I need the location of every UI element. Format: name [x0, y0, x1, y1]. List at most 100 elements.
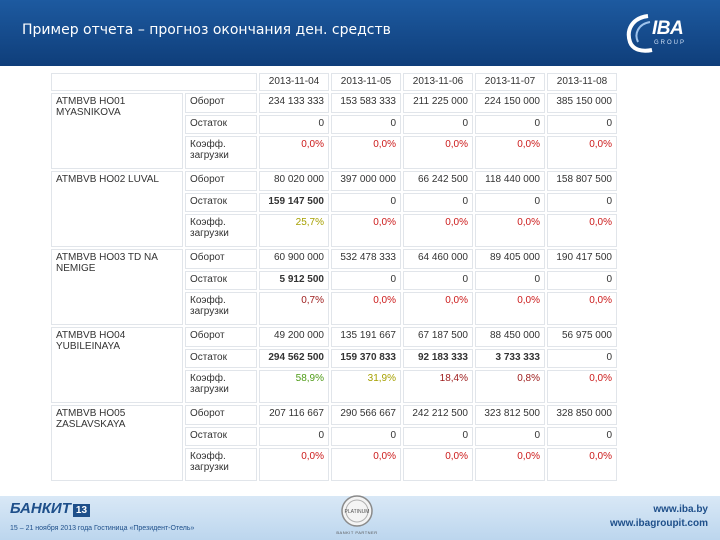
- value-cell: 0,0%: [475, 292, 545, 325]
- value-cell: 49 200 000: [259, 327, 329, 347]
- table-row: Остаток 5 912 500 0 0 0 0: [51, 271, 617, 290]
- value-cell: 18,4%: [403, 370, 473, 403]
- table-row: Остаток 0 0 0 0 0: [51, 115, 617, 134]
- metric-label: Коэфф. загрузки: [185, 448, 257, 481]
- value-cell: 323 812 500: [475, 405, 545, 425]
- iba-group-logo: IBA GROUP: [624, 12, 710, 58]
- metric-label: Остаток: [185, 271, 257, 290]
- value-cell: 56 975 000: [547, 327, 617, 347]
- value-cell: 0,0%: [403, 136, 473, 169]
- date-header: 2013-11-06: [403, 73, 473, 91]
- value-cell: 0,0%: [547, 214, 617, 247]
- iba-logo-text: IBA: [652, 18, 684, 39]
- value-cell: 0: [331, 115, 401, 134]
- report-table: 2013-11-04 2013-11-05 2013-11-06 2013-11…: [49, 71, 619, 483]
- value-cell: 5 912 500: [259, 271, 329, 290]
- metric-label: Остаток: [185, 427, 257, 446]
- iba-swoosh-icon: [626, 14, 653, 53]
- value-cell: 0: [547, 193, 617, 212]
- header-corner: [51, 73, 257, 91]
- bankit-logo-number: 13: [72, 504, 91, 517]
- value-cell: 0,0%: [547, 136, 617, 169]
- slide-title: Пример отчета – прогноз окончания ден. с…: [22, 22, 391, 38]
- value-cell: 92 183 333: [403, 349, 473, 368]
- value-cell: 159 370 833: [331, 349, 401, 368]
- value-cell: 80 020 000: [259, 171, 329, 191]
- value-cell: 25,7%: [259, 214, 329, 247]
- value-cell: 0: [547, 349, 617, 368]
- value-cell: 328 850 000: [547, 405, 617, 425]
- value-cell: 88 450 000: [475, 327, 545, 347]
- metric-label: Коэфф. загрузки: [185, 292, 257, 325]
- metric-label: Оборот: [185, 405, 257, 425]
- value-cell: 64 460 000: [403, 249, 473, 269]
- value-cell: 0,0%: [331, 214, 401, 247]
- table-row: Остаток 159 147 500 0 0 0 0: [51, 193, 617, 212]
- date-header: 2013-11-05: [331, 73, 401, 91]
- table-row: Коэфф. загрузки 0,7% 0,0% 0,0% 0,0% 0,0%: [51, 292, 617, 325]
- value-cell: 89 405 000: [475, 249, 545, 269]
- table-row: Коэфф. загрузки 58,9% 31,9% 18,4% 0,8% 0,0%: [51, 370, 617, 403]
- value-cell: 0,0%: [331, 136, 401, 169]
- value-cell: 532 478 333: [331, 249, 401, 269]
- platinum-partner-badge-icon: PLATINUM: [341, 495, 373, 527]
- value-cell: 0: [547, 271, 617, 290]
- value-cell: 0: [331, 427, 401, 446]
- value-cell: 0,8%: [475, 370, 545, 403]
- value-cell: 211 225 000: [403, 93, 473, 113]
- slide-footer: БАНКИТ 13 15 – 21 ноября 2013 года Гостин…: [0, 495, 720, 540]
- metric-label: Оборот: [185, 171, 257, 191]
- table-row: ATMBVB HO04 YUBILEINAYA Оборот 49 200 000 1…: [51, 327, 617, 403]
- date-header-row: 2013-11-04 2013-11-05 2013-11-06 2013-11…: [51, 73, 617, 91]
- value-cell: 207 116 667: [259, 405, 329, 425]
- value-cell: 66 242 500: [403, 171, 473, 191]
- terminal-name: ATMBVB HO04 YUBILEINAYA: [51, 327, 183, 403]
- metric-label: Остаток: [185, 193, 257, 212]
- value-cell: 58,9%: [259, 370, 329, 403]
- value-cell: 0: [547, 115, 617, 134]
- value-cell: 290 566 667: [331, 405, 401, 425]
- value-cell: 0,0%: [259, 448, 329, 481]
- terminal-name: ATMBVB HO02 LUVAL: [51, 171, 183, 247]
- value-cell: 0: [475, 271, 545, 290]
- value-cell: 0,0%: [475, 214, 545, 247]
- terminal-name: ATMBVB HO05 ZASLAVSKAYA: [51, 405, 183, 481]
- value-cell: 0,0%: [547, 370, 617, 403]
- metric-label: Оборот: [185, 93, 257, 113]
- value-cell: 0: [403, 271, 473, 290]
- value-cell: 0: [331, 271, 401, 290]
- metric-label: Коэфф. загрузки: [185, 370, 257, 403]
- cash-forecast-report: 2013-11-04 2013-11-05 2013-11-06 2013-11…: [49, 71, 621, 483]
- value-cell: 3 733 333: [475, 349, 545, 368]
- table-row: Коэфф. загрузки 25,7% 0,0% 0,0% 0,0% 0,0%: [51, 214, 617, 247]
- value-cell: 0,0%: [403, 448, 473, 481]
- value-cell: 0,0%: [331, 448, 401, 481]
- value-cell: 0,0%: [547, 292, 617, 325]
- value-cell: 0,0%: [331, 292, 401, 325]
- value-cell: 0: [547, 427, 617, 446]
- value-cell: 0,0%: [259, 136, 329, 169]
- table-row: ATMBVB HO05 ZASLAVSKAYA Оборот 207 116 667…: [51, 405, 617, 481]
- terminal-name: ATMBVB HO01 MYASNIKOVA: [51, 93, 183, 169]
- value-cell: 0,7%: [259, 292, 329, 325]
- value-cell: 153 583 333: [331, 93, 401, 113]
- table-row: Коэфф. загрузки 0,0% 0,0% 0,0% 0,0% 0,0%: [51, 448, 617, 481]
- value-cell: 118 440 000: [475, 171, 545, 191]
- table-row: ATMBVB HO02 LUVAL Оборот 80 020 000 397 000…: [51, 171, 617, 247]
- metric-label: Коэфф. загрузки: [185, 214, 257, 247]
- metric-label: Остаток: [185, 349, 257, 368]
- value-cell: 385 150 000: [547, 93, 617, 113]
- value-cell: 242 212 500: [403, 405, 473, 425]
- website-link-iba-by[interactable]: www.iba.by: [653, 504, 708, 515]
- value-cell: 0: [475, 115, 545, 134]
- table-row: Остаток 0 0 0 0 0: [51, 427, 617, 446]
- terminal-name: ATMBVB HO03 TD NA NEMIGE: [51, 249, 183, 325]
- website-link-ibagroupit[interactable]: www.ibagroupit.com: [610, 518, 708, 529]
- value-cell: 0,0%: [547, 448, 617, 481]
- value-cell: 158 807 500: [547, 171, 617, 191]
- date-header: 2013-11-07: [475, 73, 545, 91]
- value-cell: 224 150 000: [475, 93, 545, 113]
- metric-label: Остаток: [185, 115, 257, 134]
- metric-label: Коэфф. загрузки: [185, 136, 257, 169]
- value-cell: 0: [403, 427, 473, 446]
